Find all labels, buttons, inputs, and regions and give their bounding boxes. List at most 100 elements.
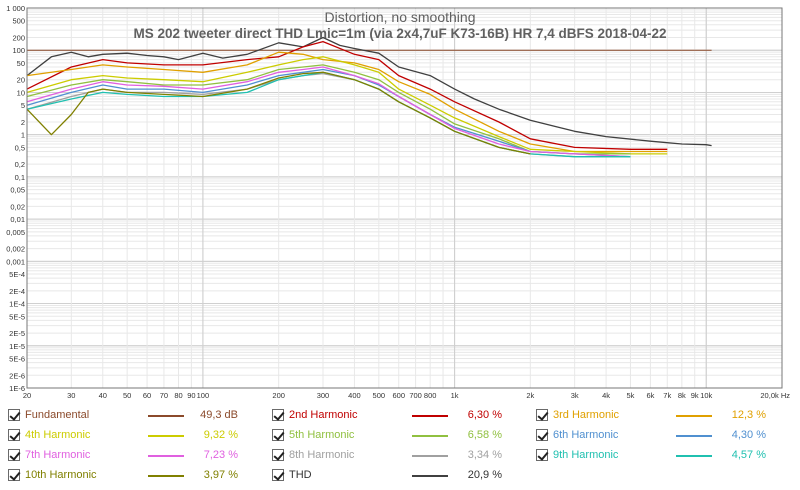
legend-label: 7th Harmonic — [25, 449, 91, 461]
legend-label: 5th Harmonic — [289, 429, 355, 441]
legend-checkbox-5th-harmonic[interactable] — [272, 429, 284, 441]
x-tick-label: 3k — [571, 391, 579, 400]
legend-item-10th-harmonic: 10th Harmonic 3,97 % — [8, 468, 264, 484]
series-line-2nd-harmonic — [26, 40, 668, 150]
y-tick-label: 0,5 — [15, 143, 25, 152]
y-tick-label: 5 — [21, 101, 25, 110]
x-tick-label: 20,0k Hz — [760, 391, 790, 400]
legend-checkbox-3rd-harmonic[interactable] — [536, 409, 548, 421]
legend-checkbox-6th-harmonic[interactable] — [536, 429, 548, 441]
y-tick-label: 0,1 — [15, 173, 25, 182]
legend-label: 8th Harmonic — [289, 449, 355, 461]
y-tick-label: 2E-5 — [9, 329, 25, 338]
legend-label: 9th Harmonic — [553, 449, 619, 461]
x-tick-label: 200 — [272, 391, 285, 400]
legend-swatch — [148, 435, 184, 437]
legend-checkbox-10th-harmonic[interactable] — [8, 469, 20, 481]
legend-label: 6th Harmonic — [553, 429, 619, 441]
legend-item-6th-harmonic: 6th Harmonic 4,30 % — [536, 428, 792, 444]
distortion-chart: 1 000 500 200 100 50 20 10 5 2 1 0,5 0,2 0,1 0,05 0,02… — [6, 4, 791, 400]
x-tick-label: 700 — [409, 391, 422, 400]
x-tick-label: 40 — [99, 391, 107, 400]
legend-value: 6,58 % — [467, 429, 502, 441]
legend-value: 9,32 % — [203, 429, 238, 441]
y-tick-label: 20 — [17, 76, 25, 85]
legend-value: 12,3 % — [731, 409, 766, 421]
legend-item-thd: THD 20,9 % — [272, 468, 528, 484]
y-tick-label: 200 — [12, 34, 25, 43]
legend-checkbox-9th-harmonic[interactable] — [536, 449, 548, 461]
legend-value: 6,30 % — [467, 409, 502, 421]
x-tick-label: 5k — [627, 391, 635, 400]
legend-swatch — [148, 415, 184, 417]
x-tick-label: 300 — [317, 391, 330, 400]
x-tick-label: 100 — [197, 391, 210, 400]
legend-checkbox-8th-harmonic[interactable] — [272, 449, 284, 461]
y-tick-label: 0,005 — [6, 228, 25, 237]
y-tick-label: 100 — [12, 46, 25, 55]
legend-swatch — [676, 455, 712, 457]
legend-label: 4th Harmonic — [25, 429, 91, 441]
legend-checkbox-fundamental[interactable] — [8, 409, 20, 421]
x-tick-label: 20 — [23, 391, 31, 400]
legend-label: THD — [289, 469, 312, 481]
y-tick-label: 1 — [21, 131, 25, 140]
legend-swatch — [412, 475, 448, 477]
y-tick-label: 2E-6 — [9, 371, 25, 380]
y-tick-label: 0,002 — [6, 245, 25, 254]
series-line-6th-harmonic — [26, 68, 631, 158]
x-tick-label: 400 — [348, 391, 361, 400]
x-tick-label: 9k — [691, 391, 699, 400]
chart-series — [26, 36, 712, 158]
x-tick-label: 1k — [451, 391, 459, 400]
y-tick-label: 0,2 — [15, 160, 25, 169]
legend-item-7th-harmonic: 7th Harmonic 7,23 % — [8, 448, 264, 464]
legend-swatch — [412, 455, 448, 457]
legend-item-9th-harmonic: 9th Harmonic 4,57 % — [536, 448, 792, 464]
y-tick-label: 10 — [17, 88, 25, 97]
x-tick-label: 500 — [373, 391, 386, 400]
y-tick-label: 1E-6 — [9, 384, 25, 393]
x-tick-label: 90 — [187, 391, 195, 400]
x-tick-label: 600 — [392, 391, 405, 400]
legend-item-2nd-harmonic: 2nd Harmonic 6,30 % — [272, 408, 528, 424]
x-tick-label: 50 — [123, 391, 131, 400]
y-tick-label: 1E-4 — [9, 300, 25, 309]
legend-checkbox-2nd-harmonic[interactable] — [272, 409, 284, 421]
series-line-5th-harmonic — [26, 64, 631, 155]
y-tick-label: 1 000 — [6, 4, 25, 13]
y-tick-label: 2E-4 — [9, 287, 25, 296]
series-line-7th-harmonic — [26, 66, 631, 158]
legend-value: 7,23 % — [203, 449, 238, 461]
legend-swatch — [148, 455, 184, 457]
legend-swatch — [676, 435, 712, 437]
legend-value: 4,30 % — [731, 429, 766, 441]
legend-value: 4,57 % — [731, 449, 766, 461]
y-axis: 1 000 500 200 100 50 20 10 5 2 1 0,5 0,2 0,1 0,05 0,02… — [6, 4, 25, 393]
x-tick-label: 800 — [424, 391, 437, 400]
legend-checkbox-7th-harmonic[interactable] — [8, 449, 20, 461]
x-tick-label: 4k — [602, 391, 610, 400]
legend-checkbox-4th-harmonic[interactable] — [8, 429, 20, 441]
x-tick-label: 2k — [526, 391, 534, 400]
legend-item-4th-harmonic: 4th Harmonic 9,32 % — [8, 428, 264, 444]
legend-swatch — [148, 475, 184, 477]
y-tick-label: 50 — [17, 59, 25, 68]
chart-title: Distortion, no smoothing — [325, 9, 476, 25]
y-tick-label: 500 — [12, 17, 25, 26]
legend-item-3rd-harmonic: 3rd Harmonic 12,3 % — [536, 408, 792, 424]
legend-value: 49,3 dB — [200, 409, 238, 421]
plot-frame — [26, 7, 783, 389]
x-axis: 20 30 40 50 60 70 80 90 100 200 300 400 500 600 700 800… — [23, 391, 790, 400]
x-tick-label: 7k — [663, 391, 671, 400]
series-line-thd — [26, 36, 712, 147]
legend-label: 3rd Harmonic — [553, 409, 620, 421]
y-tick-label: 0,01 — [10, 215, 25, 224]
x-tick-label: 6k — [646, 391, 654, 400]
x-tick-label: 80 — [174, 391, 182, 400]
x-tick-label: 8k — [678, 391, 686, 400]
x-tick-label: 70 — [160, 391, 168, 400]
legend-item-5th-harmonic: 5th Harmonic 6,58 % — [272, 428, 528, 444]
legend-checkbox-thd[interactable] — [272, 469, 284, 481]
y-tick-label: 1E-5 — [9, 342, 25, 351]
